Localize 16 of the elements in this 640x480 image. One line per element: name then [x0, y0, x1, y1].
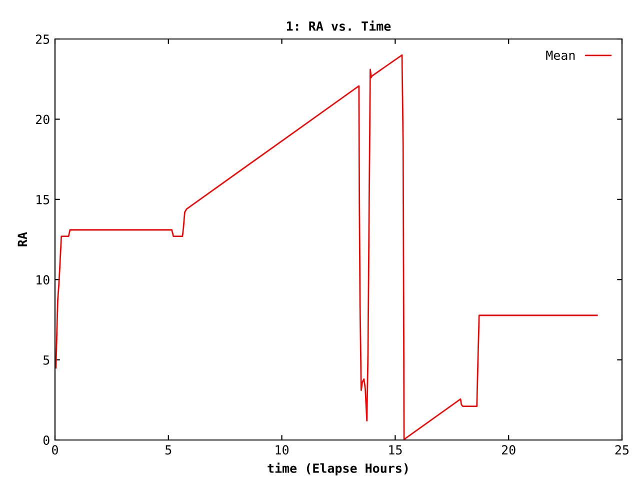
- legend-label: Mean: [546, 50, 575, 60]
- x-tick-label: 5: [166, 445, 172, 455]
- x-tick-label: 0: [52, 445, 58, 455]
- y-tick-label: 25: [36, 34, 50, 44]
- y-tick-label: 20: [36, 114, 50, 124]
- y-tick-label: 0: [43, 436, 50, 445]
- y-tick-label: 5: [43, 355, 50, 365]
- y-tick-label: 15: [36, 195, 50, 204]
- y-tick-label: 10: [36, 275, 50, 285]
- y-axis-title: RA: [18, 232, 27, 246]
- x-tick-label: 10: [276, 445, 289, 455]
- x-tick-label: 20: [502, 445, 516, 455]
- x-tick-label: 15: [389, 445, 402, 455]
- chart-title: 1: RA vs. Time: [286, 20, 391, 31]
- x-tick-label: 25: [615, 445, 629, 455]
- x-axis-title: time (Elapse Hours): [268, 462, 408, 476]
